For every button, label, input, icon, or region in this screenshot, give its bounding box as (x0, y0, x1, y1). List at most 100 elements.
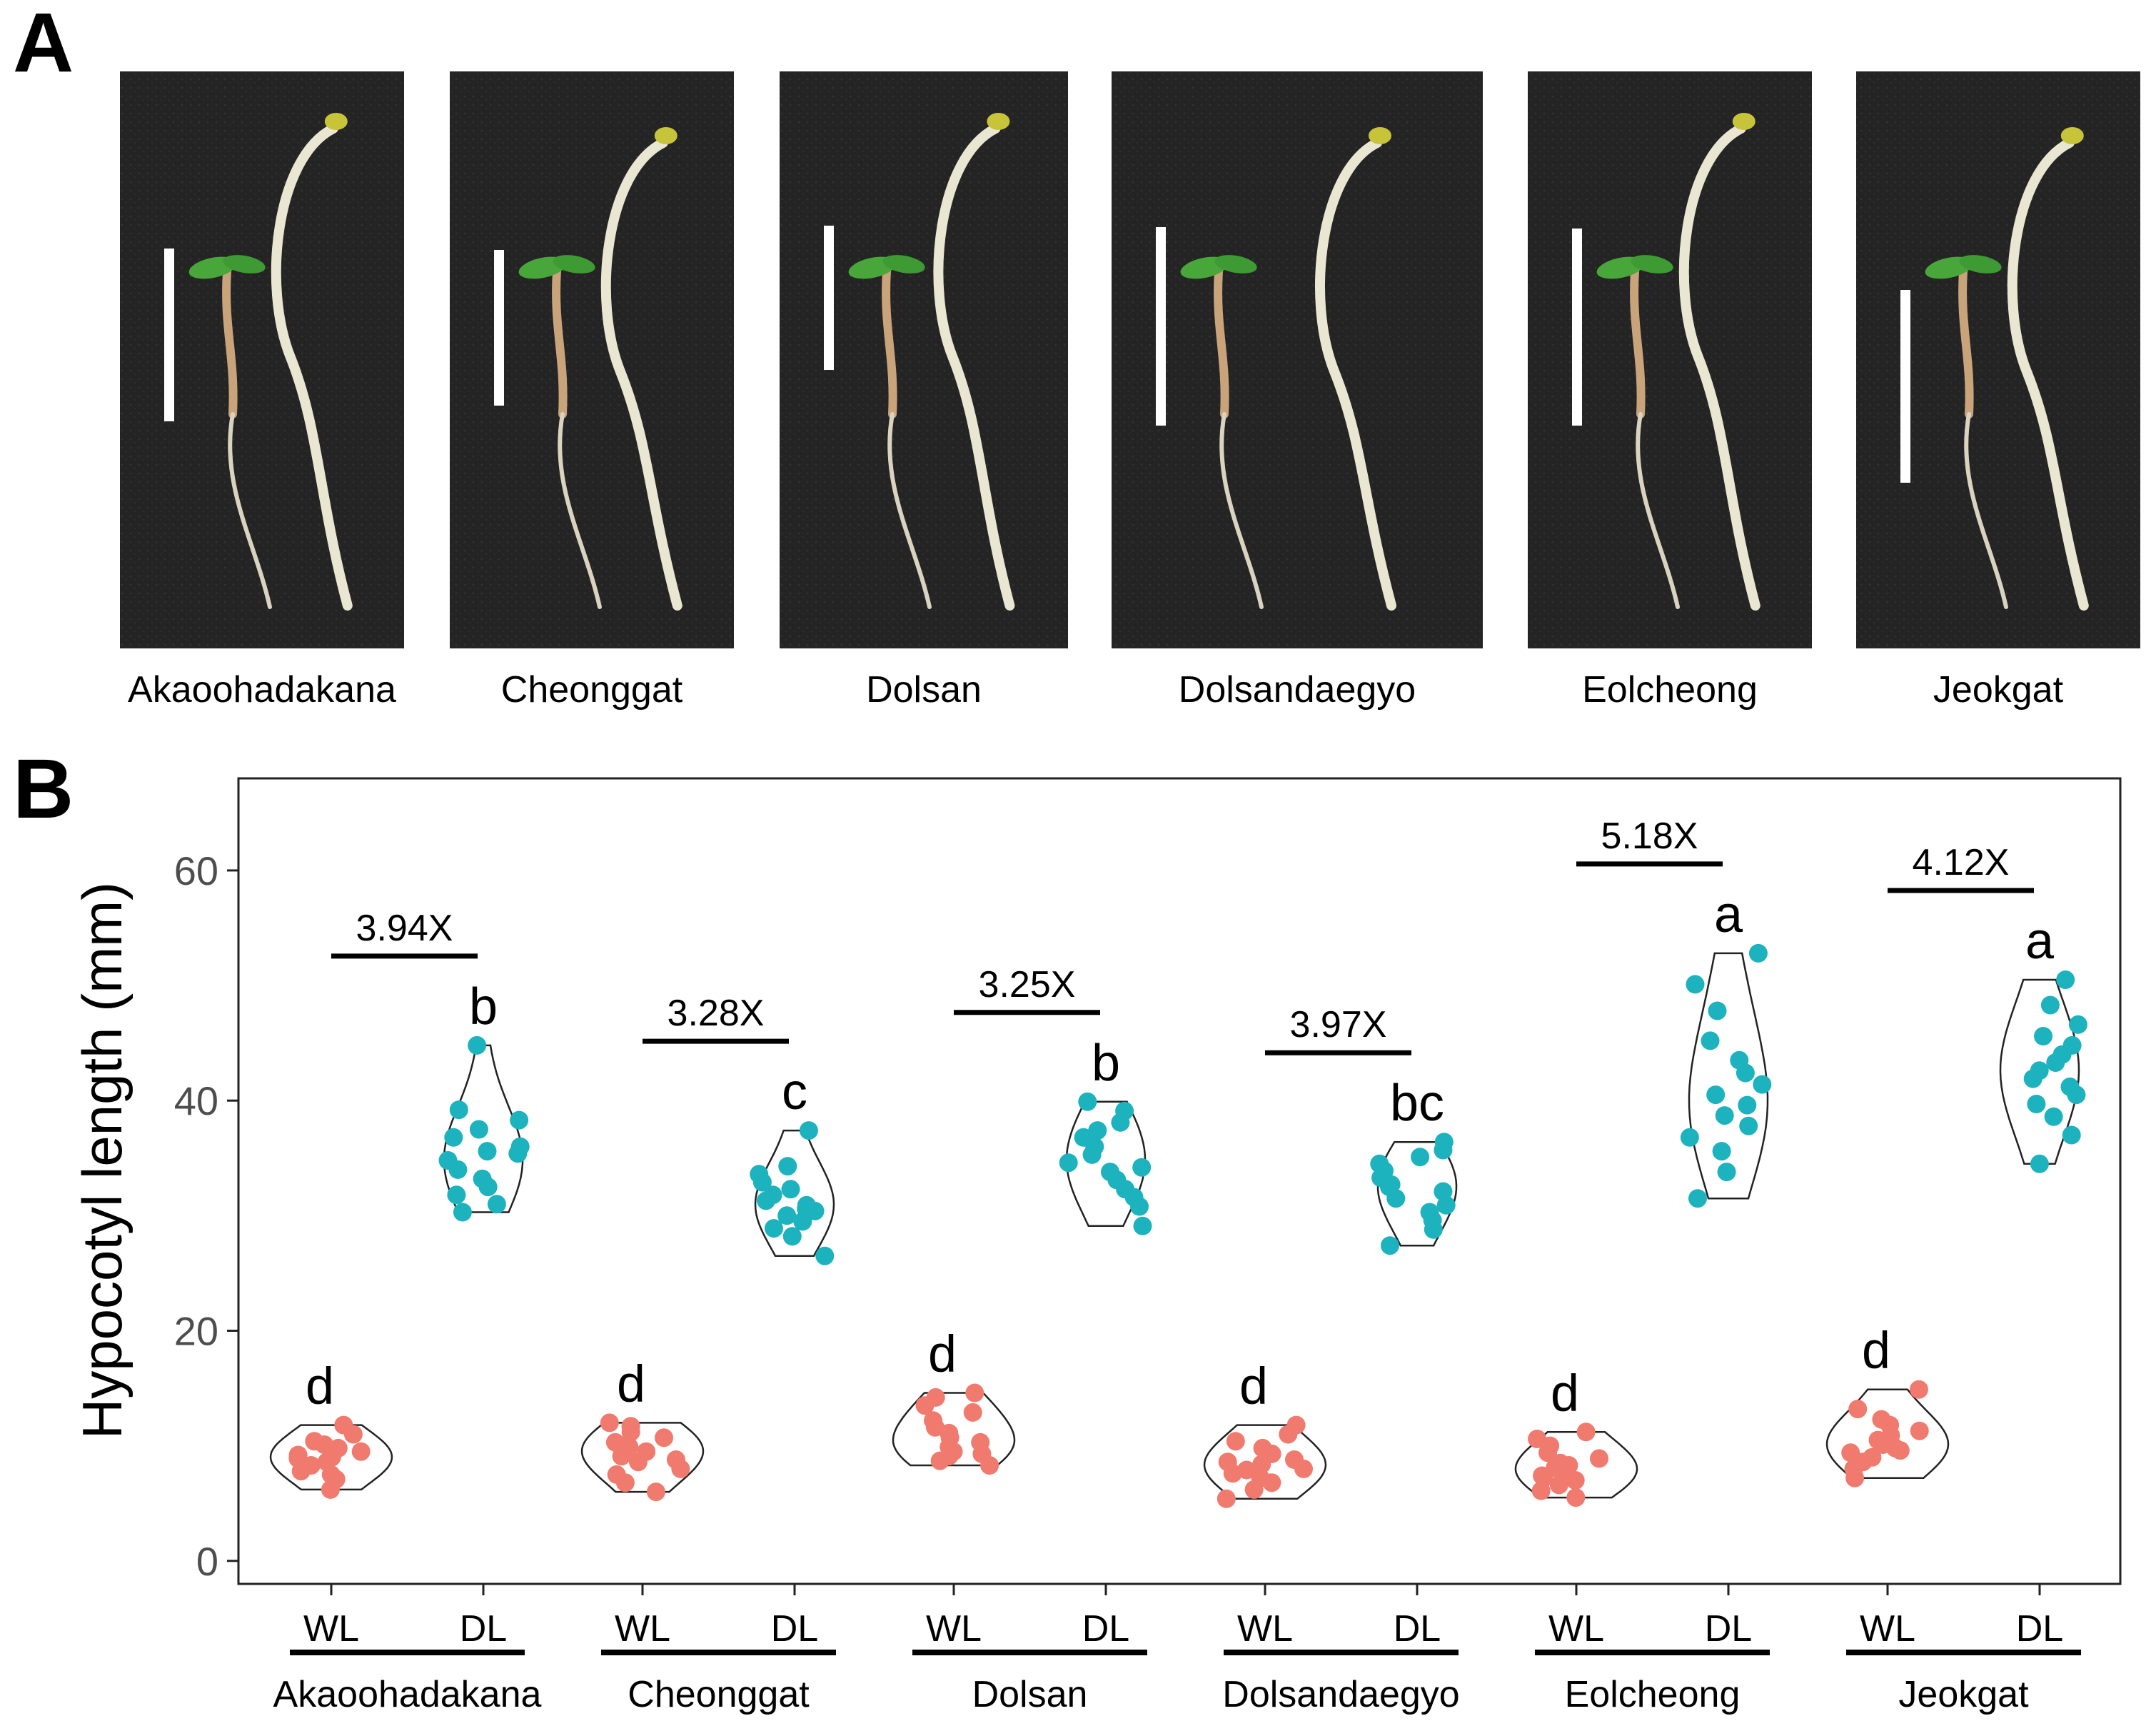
point-akaoohadakana-wl-9 (328, 1438, 348, 1457)
x-axis: WL DL Akaoohadakana WL DL Cheonggat WL DL Dolsan… (273, 1584, 2081, 1715)
point-eolcheong-wl-1 (1566, 1488, 1586, 1507)
point-dolsan-dl-6 (1101, 1163, 1119, 1182)
point-jeokgat-wl-15 (1890, 1441, 1910, 1460)
violin-akaoohadakana-wl (269, 1424, 393, 1491)
point-dolsan-dl-11 (1088, 1121, 1107, 1140)
group-akaoohadakana: d b 3.94X (269, 908, 530, 1499)
point-eolcheong-dl-8 (1706, 1085, 1726, 1105)
point-cheonggat-dl-15 (797, 1199, 816, 1218)
point-dolsandaegyo-dl-1 (1381, 1236, 1399, 1255)
light-seedling-root (1636, 412, 1680, 609)
fold-change-label-akaoohadakana: 3.94X (356, 908, 453, 949)
photo-background (1856, 71, 2140, 648)
y-tick-label-40: 40 (174, 1078, 218, 1123)
cotyledon-right (1631, 255, 1673, 274)
light-seedling-hypocotyl (1630, 267, 1646, 418)
cultivar-label-eolcheong: Eolcheong (1565, 1674, 1741, 1715)
point-jeokgat-dl-13 (2068, 1015, 2087, 1034)
x-tick-label-eolcheong-wl: WL (1548, 1608, 1604, 1650)
light-seedling-hypocotyl (552, 267, 568, 418)
seedling-photo-6 (1856, 71, 2140, 648)
point-dolsandaegyo-dl-11 (1370, 1154, 1389, 1173)
cotyledon-right (553, 255, 595, 274)
point-eolcheong-wl-12 (1528, 1430, 1547, 1448)
point-dolsandaegyo-wl-4 (1251, 1468, 1270, 1487)
point-dolsandaegyo-wl-11 (1226, 1432, 1245, 1451)
y-tick-label-0: 0 (196, 1539, 218, 1584)
point-akaoohadakana-dl-3 (447, 1185, 466, 1205)
significance-letter-akaoohadakana-dl: b (469, 978, 498, 1035)
significance-letter-dolsan-dl: b (1092, 1035, 1120, 1092)
dark-seedling-cotyledon (1369, 127, 1391, 144)
panel-a-label: A (13, 0, 74, 90)
cultivar-label-dolsan: Dolsan (972, 1674, 1088, 1715)
light-seedling-hypocotyl (1958, 267, 1974, 418)
point-eolcheong-dl-13 (1708, 1001, 1727, 1020)
point-dolsan-wl-10 (924, 1411, 942, 1430)
plot-area-border (237, 777, 2122, 1585)
point-cheonggat-wl-13 (600, 1413, 619, 1433)
point-jeokgat-dl-3 (2044, 1107, 2063, 1126)
point-eolcheong-dl-2 (1717, 1163, 1736, 1182)
point-dolsan-dl-14 (1078, 1092, 1097, 1111)
photo-label-eolcheong: Eolcheong (1582, 669, 1758, 711)
x-tick-label-akaoohadakana-wl: WL (303, 1608, 359, 1650)
photo-background (120, 71, 404, 648)
dark-seedling-cotyledon (324, 113, 348, 130)
point-dolsandaegyo-wl-15 (1218, 1452, 1237, 1472)
chart-marks: d b 3.94X d c 3.28X d b 3.25X d bc3.97X d a 5.18X d a 4.… (269, 816, 2087, 1508)
light-seedling-root (558, 412, 602, 609)
point-eolcheong-wl-13 (1576, 1423, 1596, 1442)
dark-seedling-hypocotyl (1315, 138, 1396, 611)
light-seedling-root (228, 412, 272, 609)
point-akaoohadakana-dl-15 (478, 1142, 497, 1161)
cultivar-label-cheonggat: Cheonggat (628, 1674, 810, 1715)
violin-eolcheong-dl (1688, 952, 1769, 1200)
point-dolsan-dl-7 (1059, 1153, 1078, 1173)
point-eolcheong-dl-9 (1753, 1075, 1772, 1094)
point-akaoohadakana-dl-1 (453, 1203, 472, 1222)
significance-letter-dolsandaegyo-dl: bc (1390, 1075, 1444, 1132)
point-jeokgat-dl-14 (2040, 995, 2060, 1015)
point-akaoohadakana-wl-15 (321, 1465, 341, 1484)
photo-background (780, 71, 1068, 648)
point-cheonggat-wl-3 (607, 1465, 626, 1484)
point-dolsandaegyo-wl-13 (1286, 1415, 1306, 1435)
seedling-photo-5 (1528, 71, 1812, 648)
dark-seedling-hypocotyl (933, 124, 1015, 611)
significance-letter-cheonggat-dl: c (782, 1063, 807, 1120)
point-cheonggat-dl-13 (778, 1157, 797, 1176)
point-jeokgat-dl-2 (2062, 1125, 2081, 1145)
photo-background (1528, 71, 1812, 648)
point-eolcheong-dl-6 (1715, 1106, 1734, 1125)
point-jeokgat-dl-4 (2027, 1095, 2046, 1113)
x-tick-label-jeokgat-wl: WL (1860, 1608, 1915, 1650)
point-eolcheong-wl-15 (1559, 1456, 1578, 1475)
dark-seedling-cotyledon (2060, 127, 2084, 144)
cotyledon-right (223, 255, 266, 274)
point-dolsan-dl-13 (1115, 1101, 1134, 1120)
photo-background (450, 71, 734, 648)
x-tick-label-dolsandaegyo-dl: DL (1394, 1608, 1441, 1650)
point-jeokgat-wl-12 (1872, 1410, 1891, 1429)
point-jeokgat-dl-11 (2062, 1035, 2082, 1055)
dark-seedling-hypocotyl (2007, 138, 2089, 611)
point-jeokgat-wl-13 (1848, 1400, 1868, 1419)
point-dolsandaegyo-dl-15 (1380, 1178, 1399, 1197)
significance-letter-jeokgat-wl: d (1862, 1323, 1890, 1380)
cotyledon-right (1214, 255, 1257, 274)
cotyledon-right (1959, 255, 2002, 274)
point-cheonggat-dl-12 (750, 1165, 769, 1184)
point-akaoohadakana-wl-13 (334, 1415, 353, 1435)
significance-letter-akaoohadakana-wl: d (306, 1358, 334, 1415)
point-dolsandaegyo-wl-10 (1253, 1438, 1272, 1457)
point-jeokgat-wl-4 (1863, 1447, 1882, 1467)
point-eolcheong-dl-11 (1730, 1050, 1749, 1070)
point-akaoohadakana-dl-10 (444, 1128, 463, 1147)
seedling-photo-3 (780, 71, 1068, 648)
y-axis: 0 20 40 60 (174, 848, 238, 1584)
y-axis-title: Hypocotyl length (mm) (71, 882, 134, 1439)
dark-seedling-cotyledon (654, 127, 677, 144)
point-eolcheong-wl-9 (1590, 1449, 1608, 1468)
